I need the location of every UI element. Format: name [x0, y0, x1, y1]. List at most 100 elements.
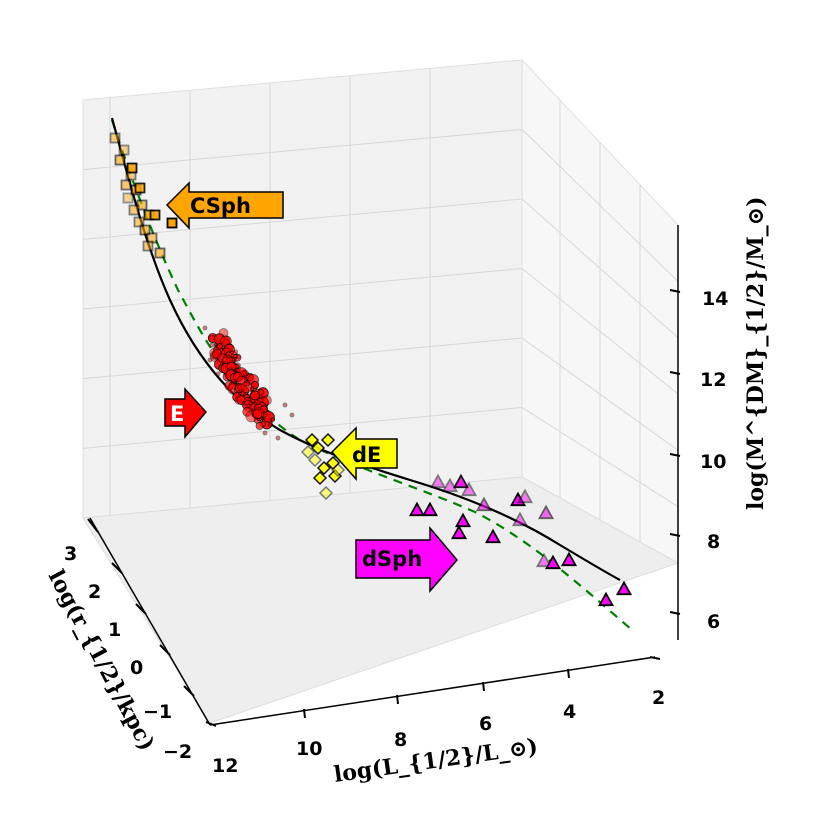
- grid-line: [82, 268, 523, 310]
- z-tick-mark: [669, 289, 681, 293]
- y-tick-label: 0: [130, 657, 143, 679]
- floor-pane: [82, 476, 680, 724]
- csph-point: [142, 240, 154, 252]
- y-tick-mark: [205, 721, 217, 727]
- y-tick-label: −1: [143, 701, 172, 723]
- csph-point: [120, 179, 132, 191]
- y-tick-mark: [159, 644, 171, 656]
- e-point: [240, 381, 253, 394]
- dsph-point: [544, 554, 562, 570]
- dsph-point: [429, 473, 447, 489]
- de-arrow: [330, 426, 398, 481]
- e-point: [262, 395, 272, 406]
- csph-point: [149, 209, 161, 221]
- de-point: [318, 485, 334, 501]
- e-point: [262, 430, 268, 436]
- x-tick-label: 6: [479, 713, 492, 735]
- csph-point: [118, 144, 130, 156]
- e-point: [255, 421, 264, 430]
- dsph-point: [516, 488, 534, 504]
- csph-point: [122, 192, 134, 204]
- e-point: [289, 412, 295, 418]
- csph-point: [134, 182, 146, 194]
- y-axis-line: [89, 517, 211, 726]
- de-point: [316, 460, 332, 476]
- grid-line: [82, 337, 523, 380]
- csph-point: [128, 204, 140, 216]
- dsph-point: [511, 511, 529, 527]
- dsph-point: [408, 501, 426, 517]
- x-axis-title: log(L_{1/2}/L_⊙): [332, 734, 539, 788]
- tick-marks: [87, 289, 681, 727]
- csph-point: [154, 247, 166, 259]
- e-point: [270, 417, 275, 422]
- dsph-arrow: [355, 525, 458, 594]
- csph-point: [139, 224, 151, 236]
- dsph-point: [441, 477, 459, 493]
- x-tick-label: 4: [563, 701, 576, 723]
- csph-label: CSph: [165, 181, 284, 230]
- z-tick-label: 6: [707, 611, 720, 633]
- e-point: [207, 357, 213, 363]
- e-point: [252, 407, 265, 419]
- dsph-point: [460, 481, 478, 497]
- y-tick-label: 2: [88, 581, 101, 603]
- de-point: [307, 452, 323, 468]
- dsph-point: [537, 504, 555, 520]
- csph-point: [114, 154, 126, 166]
- z-axis-title: log(M^{DM}_{1/2}/M_⊙): [743, 196, 769, 510]
- x-tick-mark: [567, 668, 570, 679]
- z-tick-label: 8: [707, 531, 720, 553]
- csph-point: [126, 162, 138, 174]
- z-tick-mark: [669, 533, 681, 537]
- z-tick-label: 12: [700, 369, 726, 391]
- de-point: [300, 444, 316, 460]
- x-tick-label: 2: [652, 687, 665, 709]
- y-tick-label: −2: [163, 741, 192, 763]
- z-tick-mark: [669, 371, 681, 375]
- x-tick-label: 12: [212, 755, 238, 777]
- de-point: [312, 470, 328, 486]
- e-point: [282, 402, 288, 408]
- dsph-point: [421, 501, 439, 517]
- de-point: [330, 462, 346, 478]
- y-tick-label: 3: [64, 543, 77, 565]
- z-tick-label: 14: [702, 288, 728, 310]
- z-tick-labels: 14 12 10 8 6: [700, 288, 728, 633]
- y-tick-mark: [87, 518, 99, 533]
- grid-lines: [82, 68, 679, 543]
- x-tick-mark: [303, 708, 306, 719]
- x-axis-line: [209, 656, 656, 726]
- dsph-point: [450, 524, 468, 540]
- dsph-point: [475, 496, 493, 512]
- e-point: [242, 369, 249, 377]
- e-point: [232, 353, 238, 359]
- de-point: [310, 440, 326, 456]
- csph-arrow: [165, 181, 284, 230]
- y-tick-mark: [183, 685, 195, 697]
- e-point: [202, 325, 208, 331]
- de-point: [304, 432, 320, 448]
- dsph-point: [535, 552, 553, 568]
- y-tick-mark: [135, 603, 147, 615]
- grid-line: [82, 407, 523, 449]
- e-arrow-text: E: [170, 402, 184, 426]
- y-tick-label: 1: [108, 619, 121, 641]
- de-point: [320, 432, 336, 448]
- background-panes: [82, 58, 680, 724]
- z-tick-label: 10: [700, 451, 726, 473]
- e-point: [209, 342, 215, 348]
- y-tick-labels: 3 2 1 0 −1 −2: [64, 543, 192, 763]
- axis-lines: [89, 225, 679, 726]
- x-tick-mark: [396, 694, 399, 705]
- z-tick-mark: [669, 453, 681, 457]
- dsph-point: [452, 473, 470, 489]
- dsph-point: [454, 512, 472, 528]
- x-tick-label: 10: [296, 738, 322, 760]
- csph-point: [109, 132, 121, 144]
- z-tick-mark: [669, 611, 681, 615]
- dsph-point: [484, 528, 502, 544]
- dsph-point: [597, 591, 615, 607]
- dsph-label: dSph: [355, 525, 458, 594]
